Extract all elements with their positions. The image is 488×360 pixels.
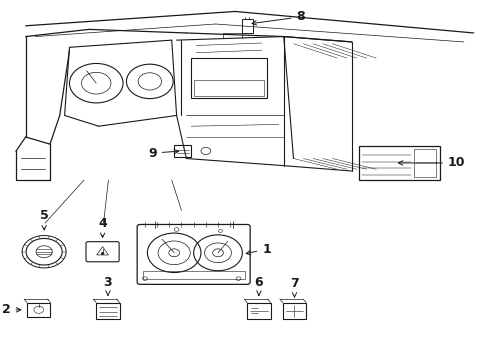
Bar bbox=[27, 303, 50, 317]
Bar bbox=[359, 146, 439, 180]
Bar bbox=[247, 303, 270, 319]
Bar bbox=[142, 271, 244, 279]
Text: 6: 6 bbox=[254, 276, 263, 295]
Bar bbox=[413, 149, 435, 177]
Bar bbox=[174, 145, 191, 157]
Text: 2: 2 bbox=[2, 303, 21, 316]
Bar bbox=[193, 80, 264, 96]
Text: 4: 4 bbox=[98, 217, 107, 238]
Text: 10: 10 bbox=[398, 157, 465, 170]
Text: 8: 8 bbox=[251, 10, 305, 25]
Bar bbox=[242, 19, 252, 33]
Bar bbox=[96, 303, 120, 319]
Text: 1: 1 bbox=[245, 243, 270, 256]
Text: 5: 5 bbox=[40, 209, 48, 230]
Bar bbox=[191, 58, 266, 98]
Text: 3: 3 bbox=[103, 276, 112, 295]
Bar bbox=[282, 303, 305, 319]
Text: 7: 7 bbox=[289, 278, 298, 297]
Circle shape bbox=[102, 253, 103, 254]
Text: 9: 9 bbox=[148, 147, 178, 159]
